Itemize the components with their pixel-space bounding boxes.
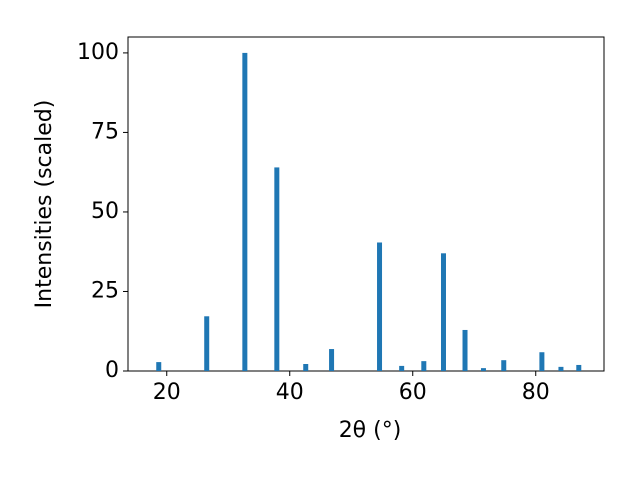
- y-tick-label: 75: [91, 119, 119, 144]
- x-tick-label: 20: [153, 380, 181, 405]
- bar: [421, 361, 427, 371]
- y-tick-label: 0: [105, 358, 119, 383]
- bar: [399, 365, 405, 371]
- bar: [558, 366, 564, 371]
- bar: [377, 242, 383, 371]
- plot-frame: [127, 36, 605, 372]
- x-tick-label: 60: [399, 380, 427, 405]
- bar: [576, 364, 582, 371]
- y-tick-label: 50: [91, 199, 119, 224]
- bar: [156, 362, 162, 371]
- x-axis-label: 2θ (°): [339, 418, 402, 443]
- y-tick-label: 100: [77, 40, 119, 65]
- bar: [440, 253, 446, 371]
- y-tick-label: 25: [91, 278, 119, 303]
- x-tick-label: 80: [522, 380, 550, 405]
- x-tick-label: 40: [276, 380, 304, 405]
- y-axis-label: Intensities (scaled): [32, 100, 57, 309]
- bar: [274, 167, 280, 371]
- bar: [204, 316, 210, 371]
- bar: [501, 360, 507, 371]
- bar: [303, 364, 309, 371]
- bar: [242, 52, 248, 372]
- bar: [462, 329, 468, 371]
- bar: [329, 349, 335, 371]
- bar: [539, 352, 545, 371]
- bar: [480, 368, 486, 371]
